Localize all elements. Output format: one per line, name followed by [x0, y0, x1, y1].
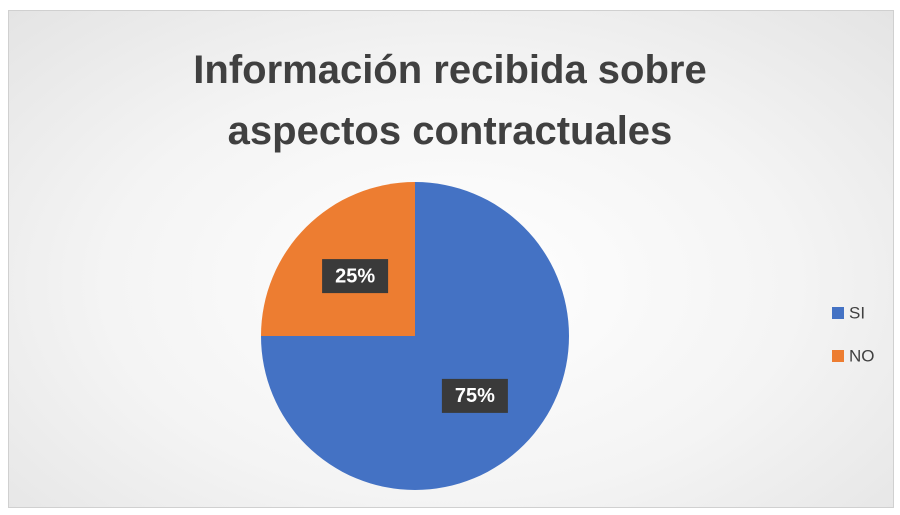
data-label: 25%	[335, 265, 375, 287]
data-label-box	[322, 259, 389, 294]
legend-label: SI	[849, 303, 865, 322]
chart-title: Información recibida sobre aspectos cont…	[193, 48, 707, 153]
legend-swatch	[832, 307, 844, 319]
data-label: 75%	[455, 385, 495, 407]
legend-label: NO	[849, 346, 875, 365]
legend-swatch	[832, 350, 844, 362]
pie-slice	[261, 182, 415, 336]
data-label-box	[441, 378, 508, 413]
